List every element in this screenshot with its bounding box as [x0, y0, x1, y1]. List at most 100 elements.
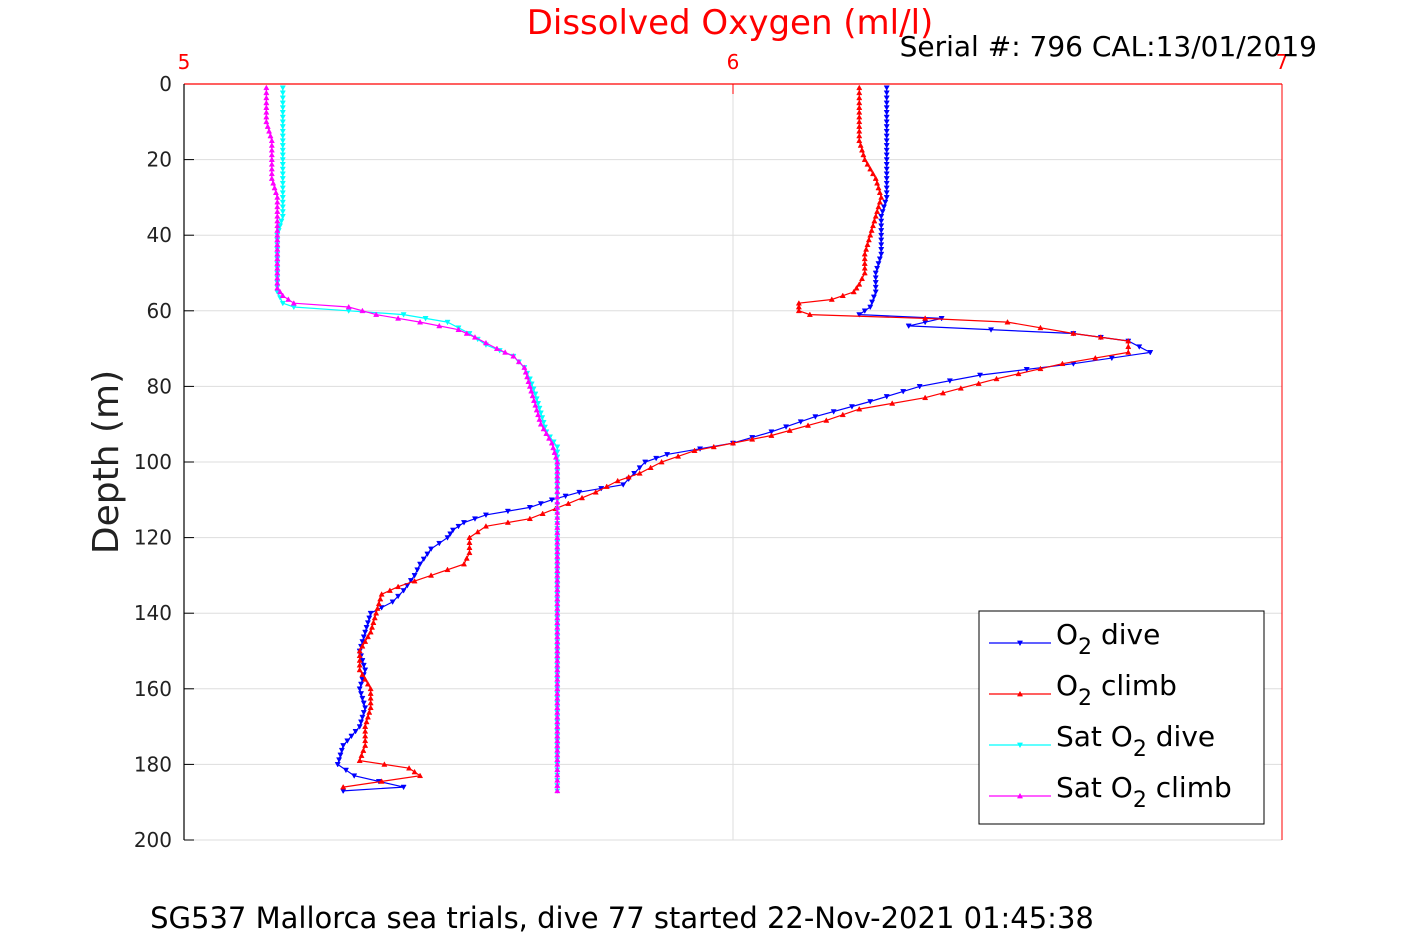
- data-point: [400, 588, 407, 594]
- data-point: [554, 728, 561, 734]
- data-point: [883, 133, 890, 140]
- data-point: [522, 369, 529, 375]
- data-point: [1125, 337, 1132, 344]
- data-point: [883, 171, 890, 177]
- data-point: [363, 718, 370, 725]
- data-point: [554, 737, 561, 744]
- data-point: [375, 600, 382, 607]
- data-point: [883, 95, 890, 101]
- y-tick-label: 80: [147, 374, 172, 398]
- data-point: [377, 595, 384, 602]
- data-point: [878, 223, 885, 229]
- data-point: [795, 307, 802, 314]
- data-point: [861, 308, 868, 314]
- data-point: [537, 421, 544, 427]
- data-point: [366, 615, 373, 622]
- data-point: [422, 316, 429, 322]
- data-point: [526, 505, 533, 511]
- data-point: [334, 762, 341, 768]
- data-point: [867, 304, 874, 311]
- data-point: [268, 142, 275, 148]
- data-point: [364, 633, 371, 640]
- data-point: [359, 671, 366, 677]
- data-point: [362, 723, 369, 729]
- data-point: [371, 614, 378, 621]
- data-point: [274, 194, 281, 200]
- data-point: [279, 110, 286, 116]
- data-point: [554, 483, 561, 489]
- data-point: [554, 553, 561, 559]
- data-point: [554, 473, 561, 479]
- data-point: [366, 709, 373, 715]
- data-point: [1125, 343, 1132, 350]
- data-point: [864, 241, 871, 247]
- data-point: [554, 747, 561, 753]
- data-point: [359, 714, 366, 721]
- data-point: [1097, 334, 1104, 340]
- data-point: [872, 289, 879, 296]
- data-point: [268, 147, 275, 153]
- data-point: [264, 123, 271, 129]
- data-point: [268, 165, 275, 172]
- data-point: [360, 710, 367, 716]
- data-point: [274, 250, 281, 257]
- data-point: [279, 85, 286, 91]
- data-point: [554, 543, 561, 550]
- data-point: [823, 417, 830, 423]
- data-point: [535, 411, 542, 418]
- legend-item: Sat O2 climb: [989, 771, 1232, 813]
- data-point: [1037, 324, 1044, 331]
- data-point: [370, 619, 377, 625]
- data-point: [266, 128, 273, 134]
- data-point: [444, 319, 451, 326]
- data-point: [830, 409, 837, 415]
- data-point: [340, 783, 347, 790]
- data-point: [839, 411, 846, 418]
- data-point: [345, 303, 352, 310]
- data-point: [856, 405, 863, 412]
- data-point: [436, 322, 443, 329]
- legend-label: O2 climb: [1056, 669, 1177, 711]
- data-point: [856, 312, 863, 318]
- legend: O2 dive O2 climb Sat O2 dive Sat O2 climb: [978, 610, 1265, 825]
- data-point: [878, 247, 885, 253]
- data-point: [554, 666, 561, 673]
- data-point: [883, 100, 890, 107]
- data-point: [554, 633, 561, 640]
- data-point: [550, 444, 557, 451]
- data-point: [554, 463, 561, 470]
- data-point: [554, 714, 561, 720]
- data-point: [274, 265, 281, 271]
- data-point: [554, 586, 561, 592]
- data-point: [356, 686, 363, 692]
- data-point: [592, 489, 599, 495]
- data-point: [554, 766, 561, 773]
- data-point: [540, 425, 547, 432]
- data-point: [875, 203, 882, 210]
- y-tick-label: 100: [134, 450, 172, 474]
- data-point: [436, 540, 443, 547]
- data-point: [872, 280, 879, 286]
- data-point: [642, 459, 649, 466]
- data-point: [905, 323, 912, 330]
- data-point: [279, 195, 286, 201]
- data-point: [554, 548, 561, 555]
- x-tick-label: 6: [727, 50, 740, 74]
- data-point: [858, 275, 866, 281]
- data-point: [362, 742, 369, 748]
- data-point: [876, 256, 883, 262]
- data-point: [463, 555, 470, 561]
- data-point: [691, 447, 698, 453]
- data-point: [554, 638, 561, 644]
- data-point: [268, 170, 275, 177]
- legend-label: Sat O2 dive: [1056, 720, 1215, 762]
- series-group: [263, 84, 1154, 794]
- data-point: [274, 203, 281, 210]
- data-point: [344, 738, 351, 744]
- data-point: [274, 241, 281, 247]
- data-point: [554, 685, 561, 692]
- data-point: [554, 680, 561, 687]
- data-point: [883, 147, 890, 154]
- data-point: [537, 501, 544, 507]
- x-tick-label: 5: [178, 50, 191, 74]
